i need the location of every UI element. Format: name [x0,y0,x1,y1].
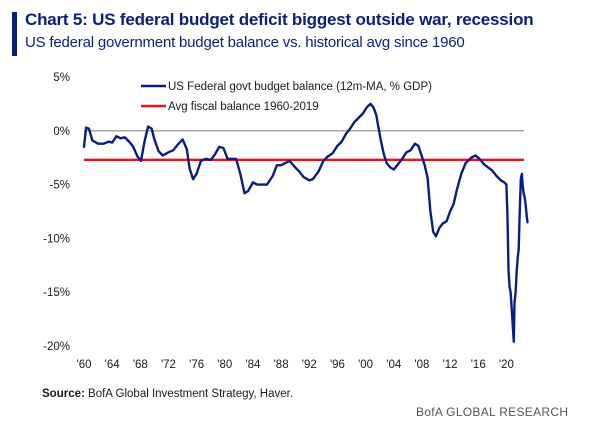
source-label: Source: [42,388,85,400]
x-tick-label: '64 [105,359,121,371]
y-tick-label: -15% [43,287,70,299]
x-axis-ticks: '60 '64 '68 '72 '76 '80 '84 '88 '92 '96 '00 '04 '08 '… [77,359,514,371]
x-tick-label: '84 [245,359,261,371]
y-tick-label: 5% [53,72,70,84]
x-tick-label: '60 [77,359,92,371]
x-tick-label: '08 [414,359,429,371]
x-tick-label: '80 [217,359,232,371]
chart-subtitle: US federal government budget balance vs.… [25,34,465,51]
source-text: BofA Global Investment Strategy, Haver. [88,388,294,400]
x-tick-label: '04 [386,359,402,371]
y-tick-label: 0% [53,126,70,138]
legend: US Federal govt budget balance (12m-MA, … [141,81,432,113]
legend-label-budget-balance: US Federal govt budget balance (12m-MA, … [168,81,432,93]
x-tick-label: '96 [330,359,345,371]
x-tick-label: '68 [133,359,148,371]
x-tick-label: '16 [471,359,486,371]
title-accent-bar [12,12,17,56]
source-note: Source: BofA Global Investment Strategy,… [42,388,293,400]
x-tick-label: '92 [302,359,317,371]
legend-label-average: Avg fiscal balance 1960-2019 [168,101,319,113]
y-tick-label: -10% [43,233,70,245]
x-tick-label: '72 [161,359,176,371]
brand-logo-text: BofA GLOBAL RESEARCH [416,405,569,419]
x-tick-label: '76 [189,359,204,371]
x-tick-label: '12 [443,359,458,371]
budget-balance-series-line [82,102,529,343]
chart-title: Chart 5: US federal budget deficit bigge… [25,10,534,29]
x-tick-label: '20 [499,359,514,371]
y-tick-label: -20% [43,341,70,353]
x-tick-label: '00 [358,359,373,371]
y-tick-label: -5% [50,180,70,192]
y-axis-ticks: 5% 0% -5% -10% -15% -20% [43,72,70,353]
x-tick-label: '88 [274,359,289,371]
